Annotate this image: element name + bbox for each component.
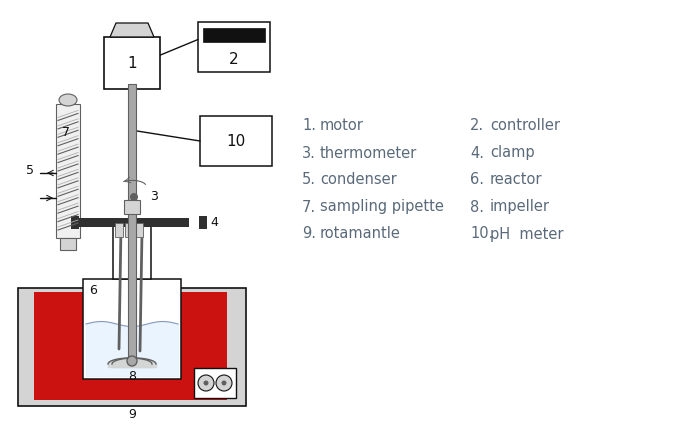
Bar: [199, 216, 207, 229]
Bar: [56, 104, 80, 238]
Bar: [198, 22, 270, 72]
Text: 7: 7: [62, 126, 70, 139]
Text: 10.: 10.: [470, 227, 493, 241]
Circle shape: [130, 193, 138, 201]
Bar: [135, 223, 143, 237]
Circle shape: [198, 375, 214, 391]
Text: 5: 5: [26, 164, 34, 178]
Bar: [194, 368, 236, 398]
Bar: [113, 219, 151, 279]
Text: sampling pipette: sampling pipette: [320, 200, 444, 214]
Text: clamp: clamp: [490, 145, 535, 161]
Text: 3.: 3.: [302, 145, 316, 161]
Text: 5.: 5.: [302, 172, 316, 187]
Text: 1.: 1.: [302, 118, 316, 134]
Text: 6.: 6.: [470, 172, 484, 187]
Bar: [75, 218, 189, 227]
Text: 4: 4: [210, 217, 218, 230]
Bar: [18, 288, 246, 406]
Circle shape: [222, 381, 227, 385]
Text: 10: 10: [227, 134, 245, 148]
Text: 6: 6: [89, 285, 97, 297]
Text: motor: motor: [320, 118, 364, 134]
Bar: [115, 223, 123, 237]
Text: 3: 3: [150, 191, 158, 204]
Text: 7.: 7.: [302, 200, 316, 214]
Bar: [128, 84, 136, 359]
Bar: [34, 292, 227, 400]
Polygon shape: [110, 23, 154, 37]
Text: 8: 8: [128, 371, 136, 384]
Bar: [71, 216, 79, 229]
Ellipse shape: [59, 94, 77, 106]
Text: thermometer: thermometer: [320, 145, 418, 161]
Circle shape: [204, 381, 208, 385]
Text: controller: controller: [490, 118, 560, 134]
Text: 2: 2: [229, 53, 239, 68]
Text: 9.: 9.: [302, 227, 316, 241]
Text: condenser: condenser: [320, 172, 397, 187]
Bar: [203, 28, 265, 42]
Text: reactor: reactor: [490, 172, 542, 187]
Text: 2.: 2.: [470, 118, 484, 134]
Text: 4.: 4.: [470, 145, 484, 161]
Bar: [83, 279, 181, 379]
Bar: [124, 200, 140, 214]
Text: 8.: 8.: [470, 200, 484, 214]
Circle shape: [127, 356, 137, 366]
Text: 1: 1: [127, 56, 137, 70]
Text: impeller: impeller: [490, 200, 550, 214]
Circle shape: [216, 375, 232, 391]
Text: pH  meter: pH meter: [490, 227, 563, 241]
Bar: [104, 37, 160, 89]
Bar: [60, 238, 76, 250]
Bar: [125, 223, 133, 237]
Text: 9: 9: [128, 408, 136, 421]
Text: rotamantle: rotamantle: [320, 227, 401, 241]
Bar: [200, 116, 272, 166]
